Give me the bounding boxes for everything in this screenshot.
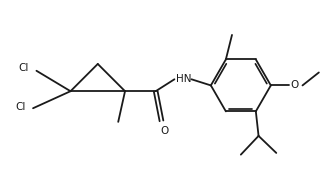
Text: HN: HN (176, 74, 192, 84)
Text: O: O (161, 126, 169, 136)
Text: Cl: Cl (15, 101, 26, 112)
Text: Cl: Cl (19, 63, 29, 73)
Text: O: O (291, 80, 299, 90)
